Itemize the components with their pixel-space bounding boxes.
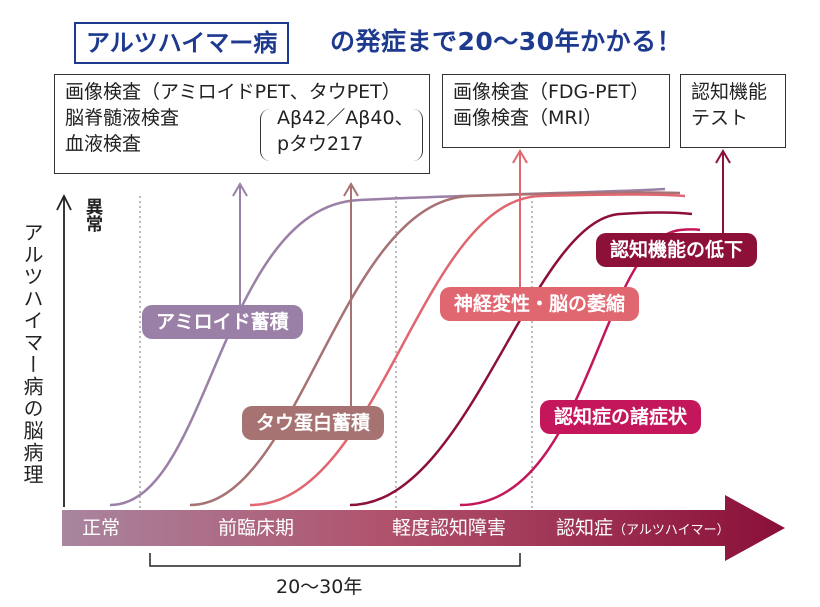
test-box-biomarkers: 画像検査（アミロイドPET、タウPET） 脳脊髄液検査 血液検査 Aβ42／Aβ… [54,74,430,174]
duration-bracket [149,553,521,567]
test-mri: 画像検査（MRI） [453,107,603,129]
test-csf: 脳脊髄液検査 [65,107,180,129]
stage-normal: 正常 [82,517,121,539]
duration-label: 20～30年 [276,576,363,598]
stage-timeline-arrow [62,495,785,561]
y-axis-top-label: 異常 [82,198,102,232]
test-cognitive-line1: 認知機能 [691,81,768,103]
bracket-close [410,109,423,161]
curve-amyloid [109,187,666,507]
stage-dementia: 認知症（アルツハイマー） [556,513,730,546]
test-box-cognitive: 認知機能 テスト [680,74,786,148]
y-axis-arrowhead [56,193,72,211]
curve-tau [189,191,681,507]
curve-decline [349,211,693,507]
stage-dementia-note: （アルツハイマー） [613,523,730,538]
curve-symptoms [459,228,701,507]
marker-abeta-ratio: Aβ42／Aβ40、 [277,107,414,129]
title-rest: の発症まで20～30年かかる！ [330,27,683,56]
label-tau: タウ蛋白蓄積 [242,406,385,440]
curve-neuro [249,193,686,507]
test-cognitive-line2: テスト [691,107,749,129]
test-fdg-pet: 画像検査（FDG-PET） [453,81,650,103]
y-axis-label: アルツハイマー病の脳病理 [20,222,44,486]
blood-markers: Aβ42／Aβ40、 pタウ217 [277,105,414,157]
test-imaging-pet: 画像検査（アミロイドPET、タウPET） [65,81,401,103]
label-cognitive-decline: 認知機能の低下 [596,233,758,267]
label-neurodegeneration: 神経変性・脳の萎縮 [440,287,640,321]
test-box-imaging: 画像検査（FDG-PET） 画像検査（MRI） [442,74,670,148]
title-highlight-box: アルツハイマー病 [74,22,290,64]
label-amyloid: アミロイド蓄積 [142,305,303,339]
stage-dementia-label: 認知症 [556,517,614,539]
label-dementia-symptoms: 認知症の諸症状 [540,400,702,434]
stage-preclinical: 前臨床期 [218,517,295,539]
bracket-open [260,109,273,161]
test-blood: 血液検査 [65,133,142,155]
stage-mci: 軽度認知障害 [392,517,507,539]
marker-ptau217: pタウ217 [277,133,364,155]
